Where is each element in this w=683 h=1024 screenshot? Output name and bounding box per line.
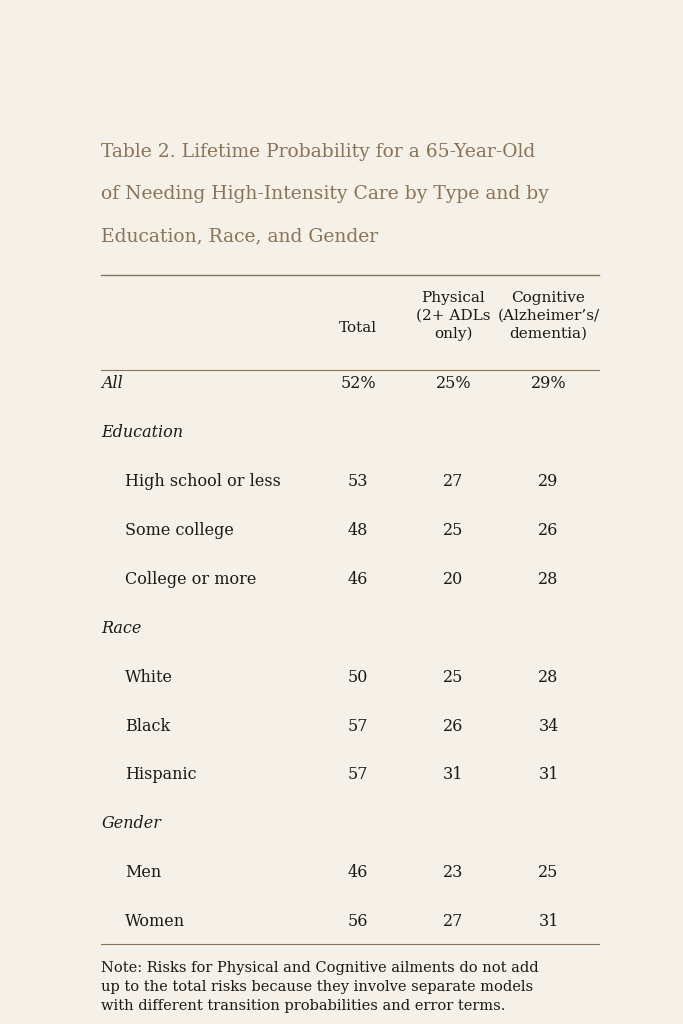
- Text: 50: 50: [348, 669, 368, 686]
- Text: 31: 31: [538, 766, 559, 783]
- Text: 25: 25: [443, 522, 464, 539]
- Text: 56: 56: [348, 913, 368, 930]
- Text: High school or less: High school or less: [125, 473, 281, 490]
- Text: 20: 20: [443, 571, 463, 588]
- Text: Cognitive
(Alzheimer’s/
dementia): Cognitive (Alzheimer’s/ dementia): [497, 291, 600, 341]
- Text: Note: Risks for Physical and Cognitive ailments do not add
up to the total risks: Note: Risks for Physical and Cognitive a…: [101, 962, 539, 1013]
- Text: 28: 28: [538, 669, 559, 686]
- Text: of Needing High-Intensity Care by Type and by: of Needing High-Intensity Care by Type a…: [101, 185, 549, 203]
- Text: 46: 46: [348, 864, 368, 882]
- Text: 23: 23: [443, 864, 464, 882]
- Text: Education, Race, and Gender: Education, Race, and Gender: [101, 227, 378, 246]
- Text: 53: 53: [348, 473, 368, 490]
- Text: 34: 34: [538, 718, 559, 734]
- Text: 25%: 25%: [436, 376, 471, 392]
- Text: Men: Men: [125, 864, 161, 882]
- Text: Women: Women: [125, 913, 185, 930]
- Text: Gender: Gender: [101, 815, 161, 833]
- Text: College or more: College or more: [125, 571, 256, 588]
- Text: Hispanic: Hispanic: [125, 766, 197, 783]
- Text: Some college: Some college: [125, 522, 234, 539]
- Text: 27: 27: [443, 473, 464, 490]
- Text: 57: 57: [348, 718, 368, 734]
- Text: 31: 31: [443, 766, 464, 783]
- Text: 52%: 52%: [340, 376, 376, 392]
- Text: 27: 27: [443, 913, 464, 930]
- Text: White: White: [125, 669, 173, 686]
- Text: 28: 28: [538, 571, 559, 588]
- Text: Education: Education: [101, 424, 183, 441]
- Text: 31: 31: [538, 913, 559, 930]
- Text: 46: 46: [348, 571, 368, 588]
- Text: 25: 25: [443, 669, 464, 686]
- Text: 25: 25: [538, 864, 559, 882]
- Text: Total: Total: [339, 321, 377, 335]
- Text: 48: 48: [348, 522, 368, 539]
- Text: 57: 57: [348, 766, 368, 783]
- Text: Race: Race: [101, 620, 141, 637]
- Text: Table 2. Lifetime Probability for a 65-Year-Old: Table 2. Lifetime Probability for a 65-Y…: [101, 142, 535, 161]
- Text: All: All: [101, 376, 123, 392]
- Text: 26: 26: [443, 718, 464, 734]
- Text: 29: 29: [538, 473, 559, 490]
- Text: Black: Black: [125, 718, 170, 734]
- Text: 26: 26: [538, 522, 559, 539]
- Text: Physical
(2+ ADLs
only): Physical (2+ ADLs only): [416, 291, 490, 341]
- Text: 29%: 29%: [531, 376, 566, 392]
